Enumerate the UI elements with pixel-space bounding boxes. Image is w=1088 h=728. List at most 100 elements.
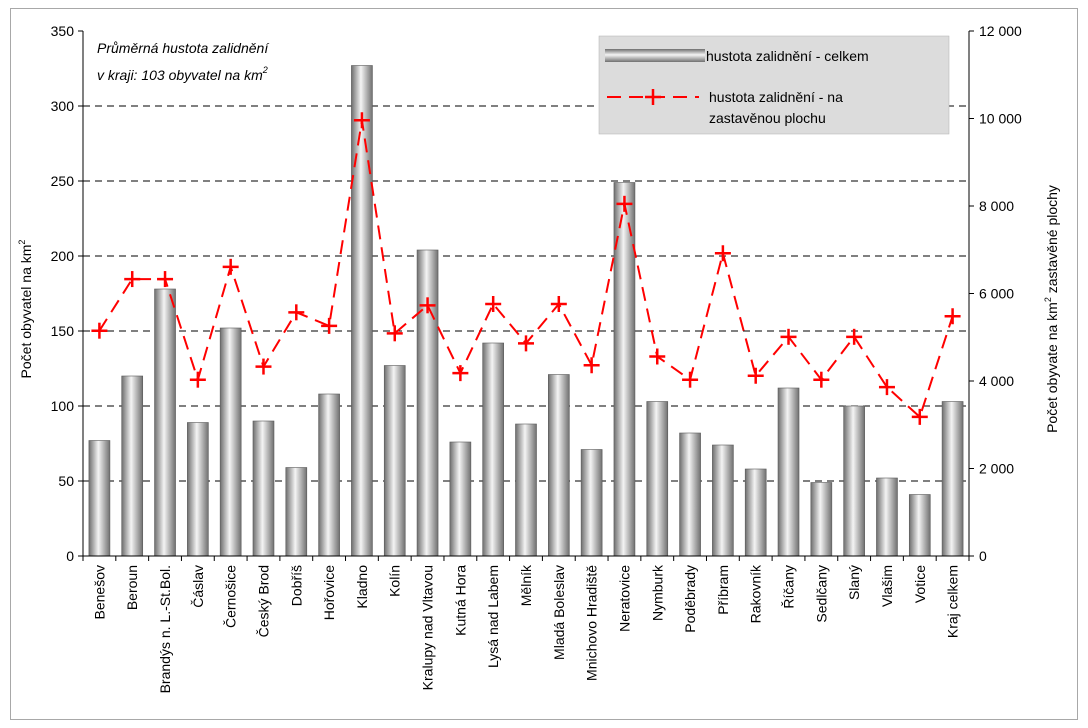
bar bbox=[88, 440, 111, 557]
bar bbox=[941, 401, 964, 557]
x-tick-label: Benešov bbox=[91, 565, 107, 619]
y-tick-label: 250 bbox=[51, 173, 75, 189]
line-point bbox=[452, 365, 469, 382]
bar bbox=[646, 401, 669, 557]
bar bbox=[351, 65, 373, 557]
bar-series bbox=[88, 65, 964, 557]
bar bbox=[154, 288, 176, 557]
bar bbox=[187, 422, 209, 557]
line-point bbox=[124, 271, 141, 288]
legend-bar-swatch bbox=[605, 49, 705, 62]
line-point bbox=[944, 308, 961, 325]
line-point bbox=[583, 357, 600, 374]
x-tick-label: Mnichovo Hradiště bbox=[584, 565, 600, 681]
y2-axis-title: Počet obyvate na km2 zastavěné plochy bbox=[1043, 185, 1060, 433]
x-tick-label: Černošice bbox=[223, 565, 239, 628]
bar bbox=[416, 249, 439, 557]
line-point bbox=[518, 335, 534, 352]
bar bbox=[482, 342, 504, 557]
line-point bbox=[714, 245, 731, 262]
x-tick-label: Mělník bbox=[518, 564, 534, 606]
y2-tick-label: 0 bbox=[979, 548, 987, 564]
y-tick-label: 300 bbox=[51, 98, 75, 114]
x-tick-label: Říčany bbox=[781, 565, 797, 609]
legend: hustota zalidnění - celkem hustota zalid… bbox=[598, 35, 950, 135]
x-tick-label: Dobříš bbox=[288, 565, 304, 606]
y-tick-label: 200 bbox=[51, 248, 75, 264]
x-tick-label: Kladno bbox=[354, 565, 370, 609]
line-series bbox=[91, 112, 961, 425]
annotation-line-2: v kraji: 103 obyvatel na km2 bbox=[97, 65, 268, 83]
line-point bbox=[616, 195, 633, 212]
bar bbox=[876, 477, 898, 557]
x-tick-label: Kralupy nad Vltavou bbox=[420, 565, 436, 690]
legend-label-line-1: hustota zalidnění - na bbox=[709, 89, 843, 105]
x-tick-label: Mladá Boleslav bbox=[551, 565, 567, 660]
bar bbox=[712, 444, 734, 557]
y-axis-title: Počet obyvatel na km2 bbox=[17, 240, 34, 379]
bar bbox=[908, 494, 931, 557]
bar bbox=[744, 468, 767, 557]
x-tick-label: Rakovník bbox=[748, 564, 764, 623]
line-point bbox=[550, 296, 567, 312]
y2-tick-label: 12 000 bbox=[979, 23, 1022, 39]
y-tick-label: 350 bbox=[51, 23, 75, 39]
line-point bbox=[682, 371, 699, 388]
x-tick-label: Nymburk bbox=[649, 564, 665, 621]
legend-label-bars: hustota zalidnění - celkem bbox=[706, 48, 869, 64]
line-point bbox=[222, 258, 239, 275]
x-tick-label: Český Brod bbox=[255, 565, 271, 637]
chart: 0 50 100 150 200 250 300 350 0 2 000 4 000 6 000 8 0… bbox=[17, 23, 1060, 693]
bar bbox=[121, 375, 144, 557]
line-point bbox=[485, 296, 502, 312]
x-tick-label: Kolín bbox=[387, 565, 403, 597]
y-tick-label: 50 bbox=[58, 473, 74, 489]
line-point bbox=[780, 328, 797, 345]
line-point bbox=[288, 304, 305, 321]
x-tick-label: Kraj celkem bbox=[945, 565, 961, 638]
x-tick-label: Poděbrady bbox=[682, 565, 698, 633]
bar bbox=[318, 393, 340, 557]
legend-label-line-2: zastavěnou plochu bbox=[709, 110, 826, 126]
x-tick-label: Slaný bbox=[846, 565, 862, 600]
x-tick-label: Kutná Hora bbox=[452, 565, 468, 636]
bar bbox=[548, 374, 570, 557]
bar bbox=[679, 432, 701, 557]
line-point bbox=[189, 371, 206, 388]
axes bbox=[78, 30, 974, 561]
x-tick-label: Sedlčany bbox=[813, 565, 829, 623]
line-point bbox=[846, 328, 863, 345]
y-tick-label: 100 bbox=[51, 398, 75, 414]
y-tick-label: 0 bbox=[66, 548, 74, 564]
x-tick-label: Hořovice bbox=[321, 565, 337, 620]
y2-tick-label: 8 000 bbox=[979, 198, 1014, 214]
bar bbox=[449, 441, 472, 557]
x-tick-label: Brandýs n. L.-St.Bol. bbox=[157, 565, 173, 693]
bar bbox=[219, 327, 242, 557]
bar bbox=[515, 423, 537, 557]
tick-labels: 0 50 100 150 200 250 300 350 0 2 000 4 000 6 000 8 0… bbox=[51, 23, 1022, 693]
bar bbox=[777, 387, 800, 557]
line-point bbox=[419, 297, 436, 314]
line-point bbox=[157, 271, 174, 288]
y-tick-label: 150 bbox=[51, 323, 75, 339]
x-tick-label: Příbram bbox=[715, 565, 731, 615]
x-tick-label: Beroun bbox=[124, 565, 140, 610]
y2-tick-label: 6 000 bbox=[979, 286, 1014, 302]
x-tick-label: Lysá nad Labem bbox=[485, 565, 501, 668]
bar bbox=[285, 467, 308, 557]
bar bbox=[810, 482, 833, 557]
chart-frame: 0 50 100 150 200 250 300 350 0 2 000 4 000 6 000 8 0… bbox=[10, 8, 1078, 720]
bar bbox=[843, 405, 865, 557]
line-point bbox=[878, 379, 895, 396]
bar bbox=[383, 365, 406, 557]
line-point bbox=[255, 358, 272, 375]
y2-tick-label: 4 000 bbox=[979, 373, 1014, 389]
line-point bbox=[649, 348, 666, 365]
bar bbox=[252, 420, 275, 557]
bar bbox=[580, 449, 603, 557]
x-tick-label: Čáslav bbox=[190, 565, 206, 608]
x-tick-label: Neratovice bbox=[616, 565, 632, 632]
x-tick-label: Vlašim bbox=[879, 565, 895, 607]
y2-tick-label: 10 000 bbox=[979, 111, 1022, 127]
